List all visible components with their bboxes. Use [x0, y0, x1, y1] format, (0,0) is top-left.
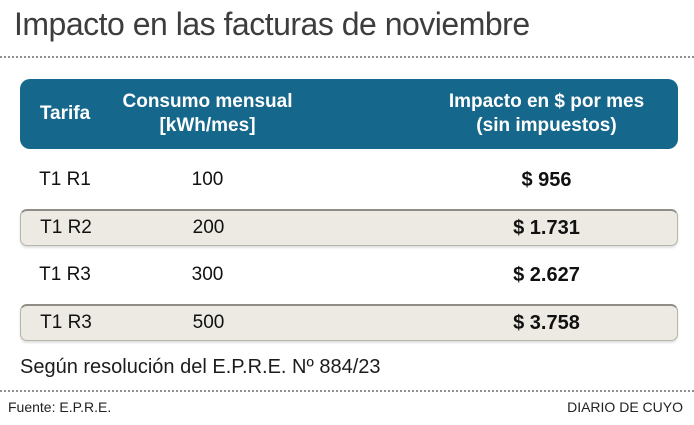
table-body: T1 R1 100 $ 956 T1 R2 200 $ 1.731 T1 R3 … — [20, 157, 678, 341]
cell-tarifa: T1 R1 — [39, 169, 91, 190]
cell-impacto: $ 1.731 — [513, 216, 580, 239]
source-credit: Fuente: E.P.R.E. — [8, 399, 112, 415]
column-header-impacto-note: (sin impuestos) — [476, 115, 617, 136]
column-header-impacto-label: Impacto en $ por mes — [448, 91, 645, 113]
resolution-note: Según resolución del E.P.R.E. Nº 884/23 — [20, 356, 381, 378]
publisher-credit: DIARIO DE CUYO — [567, 399, 683, 415]
column-header-consumo: Consumo mensual [kWh/mes] — [110, 90, 305, 138]
column-header-consumo-label: Consumo mensual — [122, 91, 293, 113]
cell-consumo: 300 — [191, 264, 224, 285]
column-header-consumo-unit: [kWh/mes] — [159, 115, 256, 136]
column-header-tarifa: Tarifa — [20, 102, 110, 126]
table-row: T1 R3 300 $ 2.627 — [20, 252, 678, 298]
cell-tarifa: T1 R3 — [39, 264, 91, 285]
table-row: T1 R3 500 $ 3.758 — [20, 304, 678, 341]
cell-consumo: 500 — [192, 312, 225, 333]
page-title: Impacto en las facturas de noviembre — [14, 6, 530, 42]
column-header-tarifa-label: Tarifa — [39, 103, 91, 125]
cell-consumo: 100 — [191, 169, 224, 190]
tariff-table: Tarifa Consumo mensual [kWh/mes] Impacto… — [20, 79, 678, 347]
cell-impacto: $ 2.627 — [513, 263, 580, 286]
table-header-row: Tarifa Consumo mensual [kWh/mes] Impacto… — [20, 79, 678, 149]
cell-consumo: 200 — [192, 217, 225, 238]
cell-impacto: $ 956 — [521, 168, 572, 191]
table-row: T1 R1 100 $ 956 — [20, 157, 678, 203]
cell-impacto: $ 3.758 — [513, 311, 580, 334]
divider-top — [0, 56, 694, 58]
cell-tarifa: T1 R2 — [40, 217, 92, 238]
column-header-impacto: Impacto en $ por mes (sin impuestos) — [305, 90, 678, 138]
divider-bottom — [0, 390, 694, 392]
table-row: T1 R2 200 $ 1.731 — [20, 209, 678, 246]
footer: Fuente: E.P.R.E. DIARIO DE CUYO — [8, 399, 683, 415]
cell-tarifa: T1 R3 — [40, 312, 92, 333]
